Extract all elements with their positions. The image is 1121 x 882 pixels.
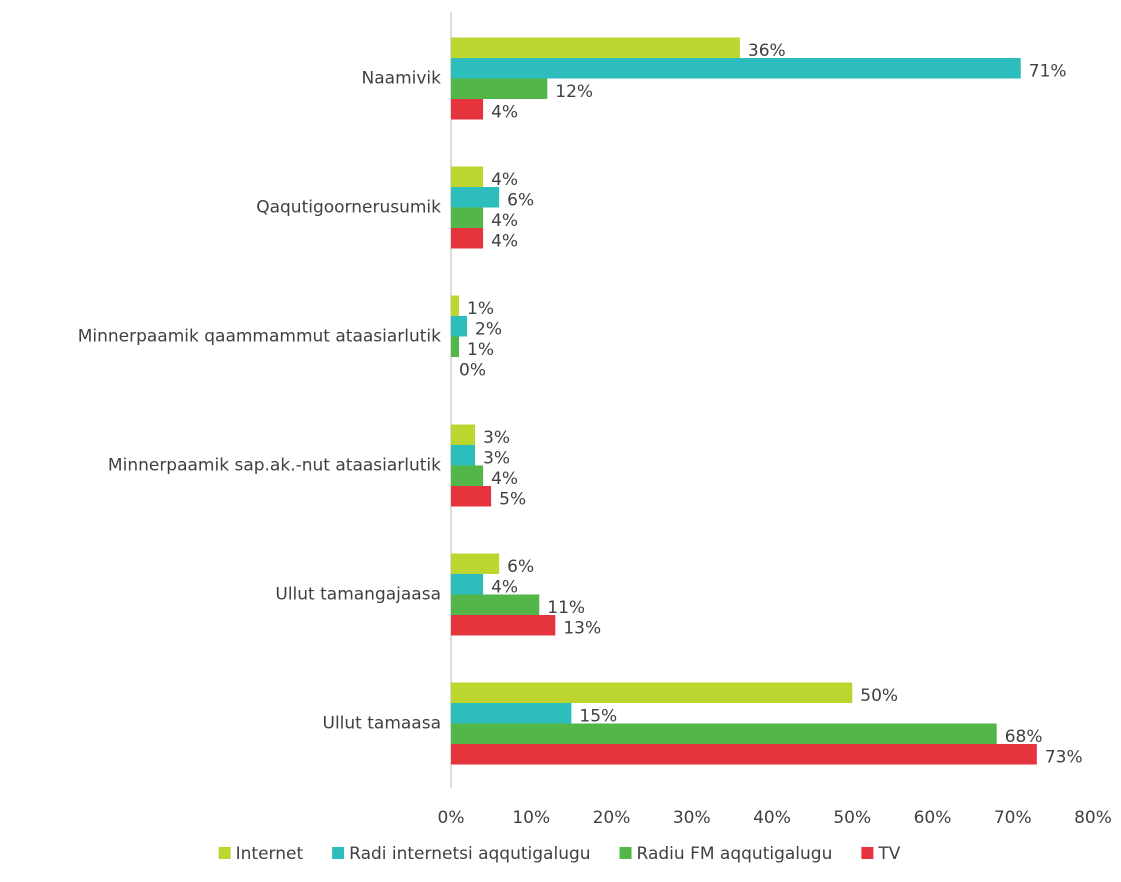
bar	[451, 574, 484, 595]
y-tick-label: Ullut tamaasa	[323, 714, 442, 734]
value-label: 12%	[555, 82, 593, 102]
value-label: 1%	[467, 299, 494, 319]
legend-label: Radi internetsi aqqutigalugu	[349, 844, 590, 864]
legend-label: Internet	[236, 844, 304, 864]
bar	[451, 465, 484, 486]
y-tick-label: Ullut tamangajaasa	[275, 585, 441, 605]
legend-swatch	[218, 847, 231, 859]
legend-label: TV	[877, 844, 900, 864]
value-label: 3%	[483, 428, 510, 448]
bar	[451, 58, 1021, 79]
bar	[451, 187, 500, 208]
bar	[451, 295, 460, 316]
bar	[451, 424, 476, 445]
bar	[451, 207, 484, 228]
value-label: 1%	[467, 340, 494, 360]
bar	[451, 78, 548, 99]
bar	[451, 228, 484, 249]
value-label: 71%	[1029, 61, 1067, 81]
bar	[451, 166, 484, 187]
bar	[451, 316, 468, 337]
bar	[451, 703, 572, 724]
value-label: 73%	[1045, 747, 1083, 767]
value-label: 2%	[475, 319, 502, 339]
x-tick-label: 70%	[994, 808, 1032, 828]
x-tick-label: 20%	[593, 808, 631, 828]
value-label: 50%	[860, 686, 898, 706]
y-tick-label: Minnerpaamik sap.ak.-nut ataasiarlutik	[108, 456, 441, 476]
bar	[451, 99, 484, 120]
x-tick-label: 60%	[914, 808, 952, 828]
value-label: 0%	[459, 360, 486, 380]
x-tick-label: 0%	[438, 808, 465, 828]
value-label: 15%	[579, 706, 617, 726]
value-label: 3%	[483, 448, 510, 468]
y-tick-label: Naamivik	[362, 69, 442, 89]
y-tick-label: Qaqutigoornerusumik	[256, 198, 441, 218]
legend-swatch	[861, 847, 874, 859]
value-label: 4%	[491, 231, 518, 251]
bar	[451, 37, 740, 58]
value-label: 13%	[563, 618, 601, 638]
value-label: 6%	[507, 557, 534, 577]
value-label: 68%	[1005, 727, 1043, 747]
value-label: 4%	[491, 170, 518, 190]
value-label: 5%	[499, 489, 526, 509]
x-tick-label: 40%	[753, 808, 791, 828]
x-tick-label: 50%	[833, 808, 871, 828]
value-label: 4%	[491, 211, 518, 231]
y-tick-label: Minnerpaamik qaammammut ataasiarlutik	[78, 327, 441, 347]
x-tick-label: 10%	[512, 808, 550, 828]
value-label: 4%	[491, 469, 518, 489]
value-label: 6%	[507, 190, 534, 210]
legend-swatch	[332, 847, 345, 859]
value-label: 4%	[491, 102, 518, 122]
x-tick-label: 80%	[1074, 808, 1112, 828]
bar	[451, 682, 853, 703]
bar	[451, 744, 1037, 765]
legend-label: Radiu FM aqqutigalugu	[637, 844, 833, 864]
bar	[451, 615, 556, 636]
value-label: 4%	[491, 577, 518, 597]
bar	[451, 336, 460, 357]
bar	[451, 594, 540, 615]
legend-swatch	[619, 847, 632, 859]
value-label: 36%	[748, 41, 786, 61]
bar	[451, 486, 492, 507]
bar	[451, 553, 500, 574]
bar	[451, 445, 476, 466]
x-tick-label: 30%	[673, 808, 711, 828]
bar	[451, 723, 997, 744]
value-label: 11%	[547, 598, 585, 618]
